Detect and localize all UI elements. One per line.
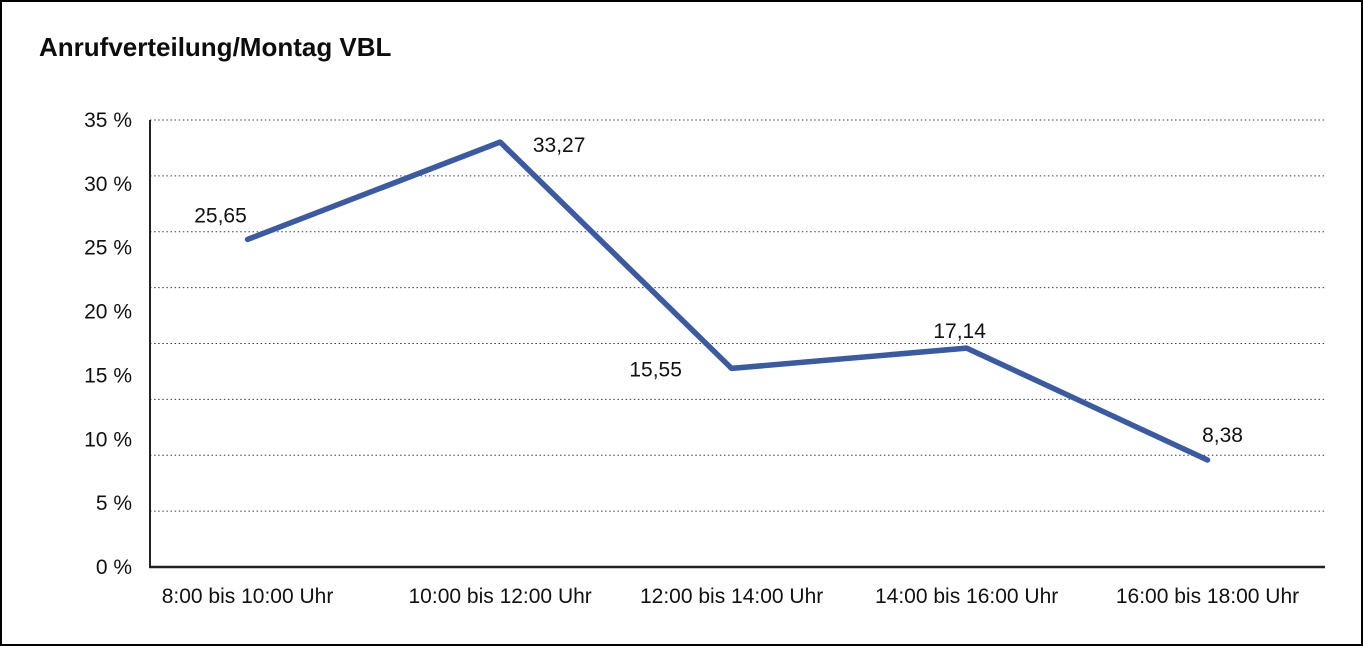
- y-tick-label: 10 %: [84, 428, 132, 451]
- y-tick-label: 25 %: [84, 237, 132, 260]
- y-tick-label: 5 %: [96, 492, 132, 515]
- y-tick-label: 0 %: [96, 556, 132, 579]
- x-tick-label: 16:00 bis 18:00 Uhr: [1116, 585, 1299, 608]
- y-tick-label: 35 %: [84, 109, 132, 132]
- y-tick-label: 15 %: [84, 364, 132, 387]
- y-tick-label: 20 %: [84, 301, 132, 324]
- x-tick-label: 10:00 bis 12:00 Uhr: [409, 585, 592, 608]
- x-tick-label: 14:00 bis 16:00 Uhr: [875, 585, 1058, 608]
- value-label: 17,14: [933, 320, 986, 343]
- series-line: [244, 139, 1211, 463]
- value-label: 8,38: [1202, 424, 1243, 447]
- x-tick-label: 8:00 bis 10:00 Uhr: [162, 585, 334, 608]
- value-label: 15,55: [629, 358, 682, 381]
- value-label: 33,27: [533, 134, 586, 157]
- x-tick-label: 12:00 bis 14:00 Uhr: [640, 585, 823, 608]
- y-tick-label: 30 %: [84, 173, 132, 196]
- chart-title: Anrufverteilung/Montag VBL: [39, 32, 392, 62]
- value-label: 25,65: [194, 204, 247, 227]
